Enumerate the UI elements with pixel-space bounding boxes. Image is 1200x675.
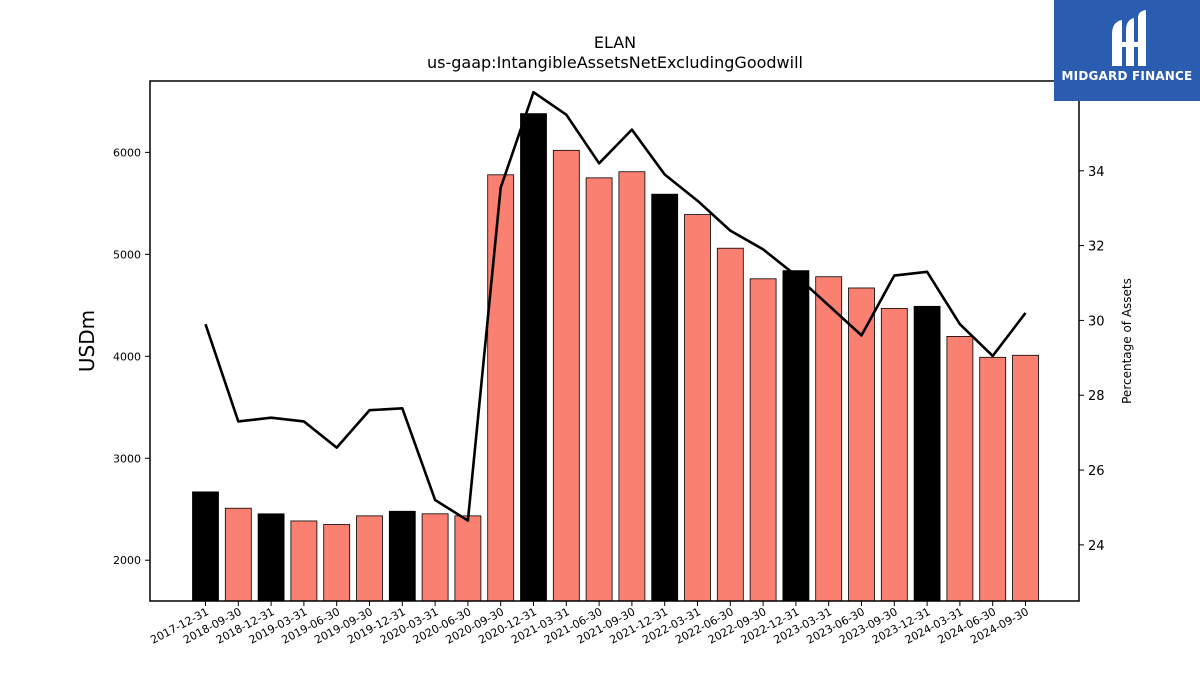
- y2-tick-label: 32: [1088, 240, 1105, 255]
- bar: [716, 247, 744, 602]
- y2-tick-label: 24: [1088, 539, 1105, 554]
- bar: [782, 270, 810, 602]
- bar: [552, 149, 580, 602]
- chart-title: ELAN: [594, 33, 636, 52]
- logo-mark-icon: [1112, 10, 1146, 66]
- y2-tick-label: 28: [1088, 389, 1105, 404]
- bar: [323, 524, 351, 602]
- x-axis: 2017-12-312018-09-302018-12-312019-03-31…: [148, 601, 1031, 647]
- y2-axis-label: Percentage of Assets: [1120, 278, 1134, 404]
- plot-frame: [149, 80, 1080, 602]
- y-axis-right: 24262830323436: [1079, 90, 1105, 554]
- midgard-finance-logo: MIDGARD FINANCE: [1054, 0, 1200, 101]
- y-axis-label: USDm: [75, 310, 99, 372]
- logo-text: MIDGARD FINANCE: [1061, 69, 1193, 83]
- bar: [749, 278, 777, 602]
- y2-tick-label: 34: [1088, 165, 1105, 180]
- y-tick-label: 5000: [113, 248, 141, 261]
- bar: [979, 356, 1007, 602]
- y2-tick-label: 30: [1088, 314, 1105, 329]
- bar: [290, 520, 318, 602]
- y-tick-label: 4000: [113, 350, 141, 363]
- bar: [224, 507, 252, 602]
- bar: [618, 171, 646, 602]
- bar: [684, 214, 711, 602]
- bars: [192, 113, 1039, 602]
- y-tick-label: 2000: [113, 554, 141, 567]
- bar: [257, 513, 285, 602]
- bar: [946, 336, 974, 602]
- bar: [913, 305, 941, 602]
- bar: [520, 113, 547, 602]
- bar: [356, 515, 383, 602]
- bar: [651, 193, 679, 602]
- y-tick-label: 3000: [113, 452, 141, 465]
- chart-subtitle: us-gaap:IntangibleAssetsNetExcludingGood…: [427, 53, 803, 72]
- bar: [487, 174, 515, 602]
- bar: [192, 491, 219, 602]
- y2-tick-label: 26: [1088, 464, 1105, 479]
- bar: [388, 510, 416, 602]
- bar: [815, 276, 843, 602]
- y-axis-left: 2000 3000 4000 5000 6000: [113, 146, 150, 567]
- bar: [454, 515, 482, 602]
- bar: [421, 513, 449, 602]
- bar: [880, 307, 908, 602]
- line-layer: [204, 90, 1027, 522]
- bar: [585, 177, 613, 602]
- bar: [848, 287, 875, 602]
- bar: [1012, 354, 1039, 602]
- series-line: [204, 90, 1027, 522]
- y-tick-label: 6000: [113, 146, 141, 159]
